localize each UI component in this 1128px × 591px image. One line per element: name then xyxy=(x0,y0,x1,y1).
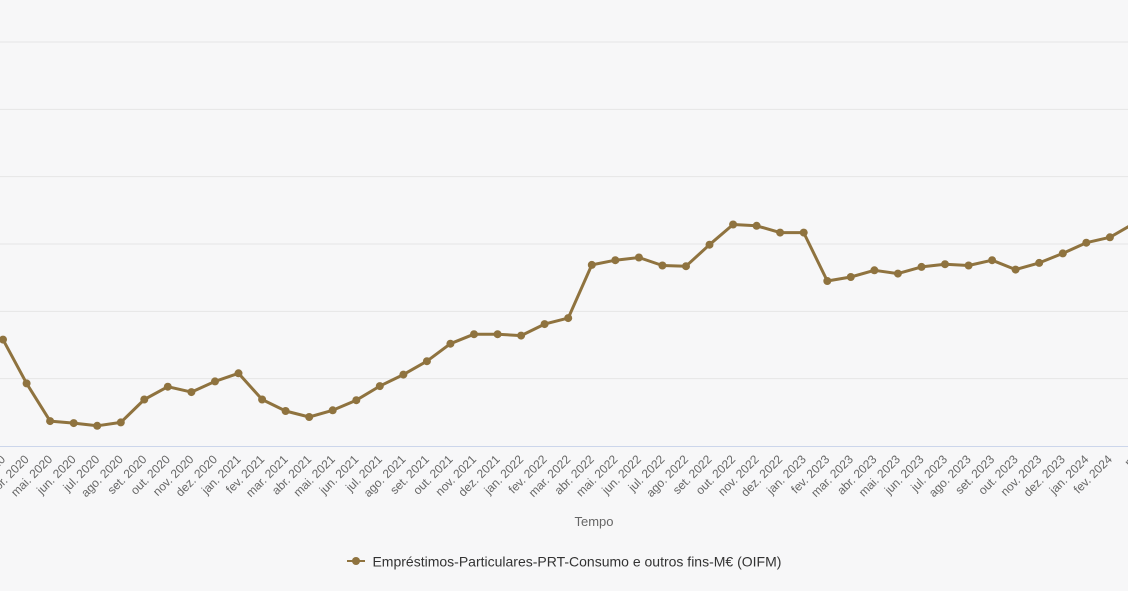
data-point[interactable] xyxy=(93,421,102,430)
data-point[interactable] xyxy=(46,417,55,426)
legend-label: Empréstimos-Particulares-PRT-Consumo e o… xyxy=(372,553,782,570)
data-point[interactable] xyxy=(564,314,573,323)
data-point[interactable] xyxy=(187,388,196,397)
data-point[interactable] xyxy=(917,262,926,271)
data-point[interactable] xyxy=(328,406,337,415)
x-tick-label: m xyxy=(1122,452,1128,469)
data-point[interactable] xyxy=(163,382,172,391)
grid-lines xyxy=(0,41,1128,380)
data-point[interactable] xyxy=(116,418,125,427)
data-point[interactable] xyxy=(69,419,78,428)
data-point[interactable] xyxy=(446,339,455,348)
data-point[interactable] xyxy=(1035,258,1044,267)
data-point[interactable] xyxy=(258,395,267,404)
data-point[interactable] xyxy=(823,277,832,285)
data-point[interactable] xyxy=(399,370,408,379)
data-point[interactable] xyxy=(140,395,149,404)
data-point[interactable] xyxy=(211,377,219,386)
data-point[interactable] xyxy=(0,335,7,344)
data-point[interactable] xyxy=(540,320,549,329)
series-line[interactable] xyxy=(1,223,1128,428)
data-point[interactable] xyxy=(587,260,596,269)
data-point[interactable] xyxy=(846,273,855,281)
data-point[interactable] xyxy=(517,331,526,340)
series-points xyxy=(0,220,1114,430)
data-point[interactable] xyxy=(658,261,667,270)
data-point[interactable] xyxy=(705,240,714,249)
data-point[interactable] xyxy=(941,260,949,269)
data-point[interactable] xyxy=(1105,233,1114,242)
data-point[interactable] xyxy=(234,369,243,378)
data-point[interactable] xyxy=(634,253,643,262)
data-point[interactable] xyxy=(1058,249,1067,258)
data-point[interactable] xyxy=(799,228,808,237)
legend-marker-icon xyxy=(346,555,365,567)
data-point[interactable] xyxy=(493,330,502,339)
data-point[interactable] xyxy=(305,413,314,421)
data-point[interactable] xyxy=(682,262,690,271)
legend[interactable]: Empréstimos-Particulares-PRT-Consumo e o… xyxy=(0,552,1128,569)
data-point[interactable] xyxy=(470,330,478,339)
data-point[interactable] xyxy=(870,266,879,275)
data-point[interactable] xyxy=(22,379,31,388)
data-point[interactable] xyxy=(752,221,761,230)
data-point[interactable] xyxy=(422,357,431,366)
data-point[interactable] xyxy=(776,228,785,237)
data-point[interactable] xyxy=(375,382,384,391)
data-point[interactable] xyxy=(281,407,290,415)
data-point[interactable] xyxy=(964,261,973,270)
data-point[interactable] xyxy=(1011,265,1020,274)
series-layer xyxy=(0,220,1128,430)
data-point[interactable] xyxy=(729,220,738,229)
data-point[interactable] xyxy=(352,396,361,405)
data-point[interactable] xyxy=(988,256,997,265)
data-point[interactable] xyxy=(893,269,902,278)
data-point[interactable] xyxy=(1082,238,1091,247)
data-point[interactable] xyxy=(611,256,620,265)
x-axis-title: Tempo xyxy=(574,514,613,529)
